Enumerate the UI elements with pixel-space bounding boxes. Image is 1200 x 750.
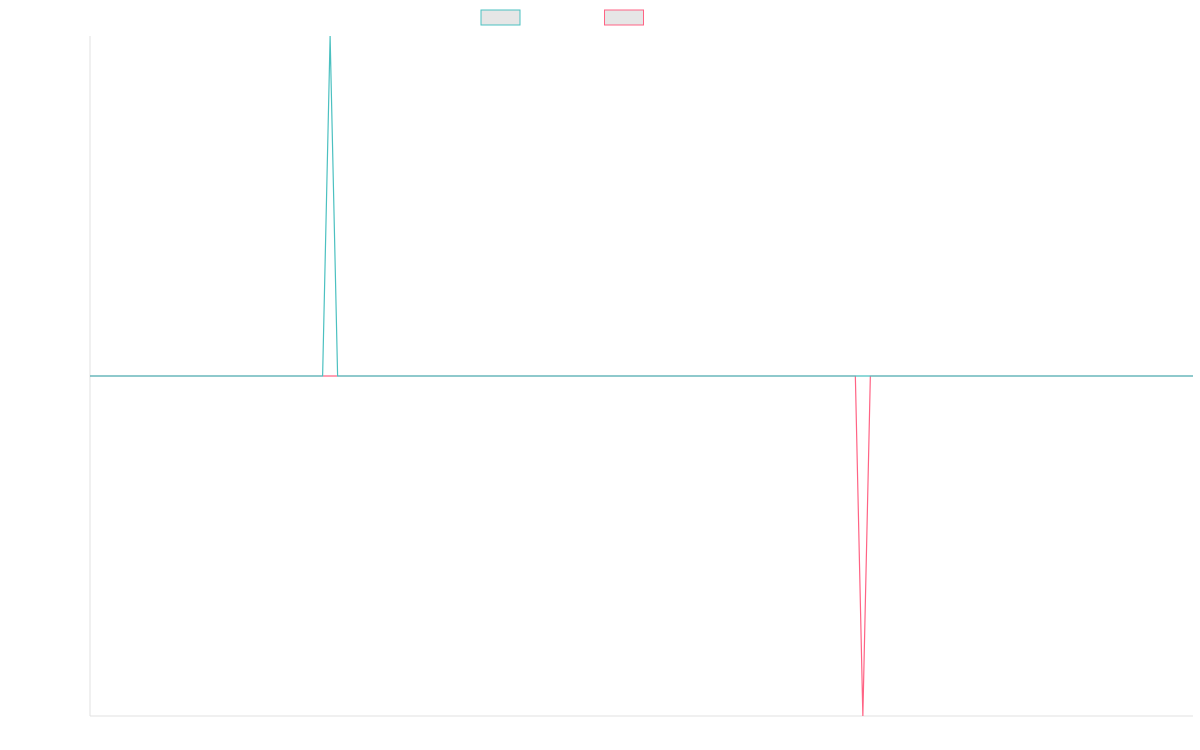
series-line <box>90 35 1193 377</box>
legend-swatch <box>480 9 521 26</box>
series-line <box>90 375 1193 717</box>
legend-swatch <box>604 9 644 26</box>
